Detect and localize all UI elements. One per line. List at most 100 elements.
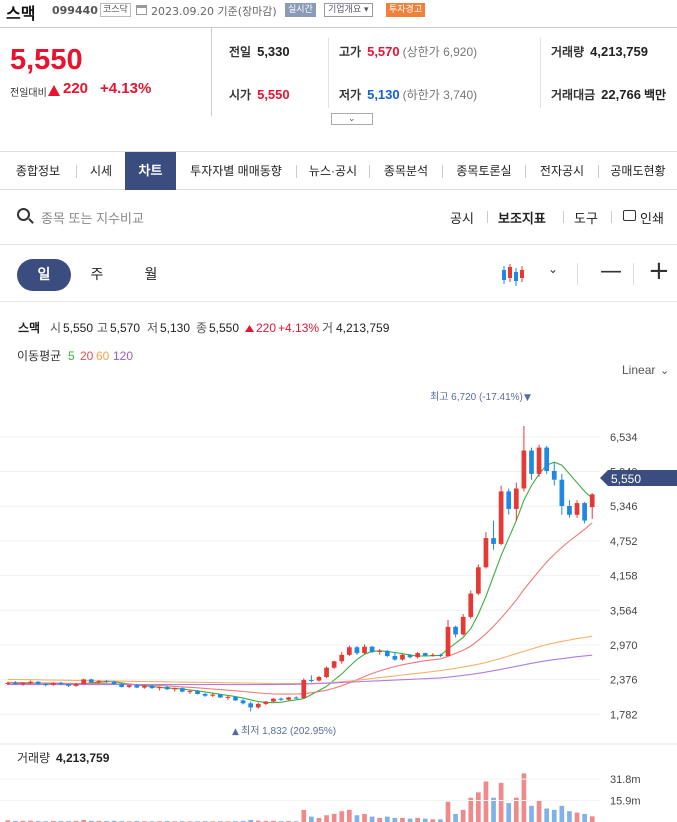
candle-body — [582, 503, 587, 521]
candle-body — [111, 681, 117, 685]
price-panel: 5,550 전일대비 220 +4.13% 전일 5,330 시가 5,550 고가… — [0, 27, 677, 125]
tools-button[interactable]: 도구 — [574, 211, 598, 226]
candle-body — [377, 650, 383, 652]
volume-bar — [331, 813, 337, 822]
tab-disclosure[interactable]: 전자공시 — [539, 164, 585, 178]
volume-bar — [521, 773, 527, 822]
v-value: 4,213,759 — [336, 321, 390, 335]
candle-body — [316, 677, 322, 681]
stock-header: 스맥 099440 코스닥 2023.09.20 기준(장마감) 실시간 기업개… — [0, 0, 677, 23]
amount-label: 거래대금 — [551, 88, 596, 102]
volume-bar — [574, 812, 580, 822]
zoom-in-icon[interactable]: + — [648, 256, 670, 286]
period-week[interactable]: 주 — [90, 267, 104, 283]
tab-divider — [369, 165, 370, 178]
low-cell: 저가 5,130 (하한가 3,740) — [339, 86, 477, 103]
low-label: 저가 — [339, 88, 362, 102]
divider — [487, 211, 488, 223]
divider — [633, 263, 634, 285]
volume-bar — [506, 803, 512, 822]
candle-body — [331, 661, 337, 668]
candle-body — [536, 447, 542, 474]
volume-bar — [582, 813, 587, 822]
candle-body — [589, 494, 595, 508]
zoom-out-icon[interactable]: — — [600, 259, 622, 284]
volume-bar — [5, 820, 11, 822]
candle-body — [5, 682, 11, 684]
volume-bar — [240, 820, 246, 822]
ma20-legend: 20 — [80, 349, 94, 363]
chevron-down-icon[interactable]: ⌄ — [660, 364, 669, 377]
current-price-box: 5,550 전일대비 220 +4.13% — [0, 28, 212, 116]
volume-bars — [5, 773, 595, 822]
tab-analysis[interactable]: 종목분석 — [383, 164, 429, 178]
divider — [328, 38, 329, 108]
candle-body — [415, 653, 420, 658]
candle-body — [255, 703, 261, 708]
candle-body — [271, 698, 276, 702]
tab-short-selling[interactable]: 공매도현황 — [610, 164, 666, 178]
search-icon — [17, 208, 30, 221]
y-tick-label: 4,752 — [610, 536, 638, 548]
market-badge: 코스닥 — [100, 3, 131, 17]
volume-axis: 31.8m 15.9m — [0, 774, 641, 808]
candle-body — [430, 654, 436, 656]
period-day[interactable]: 일 — [17, 259, 71, 291]
volume-bar — [354, 815, 360, 822]
period-month[interactable]: 월 — [144, 267, 158, 283]
price-change-pct: +4.13% — [100, 80, 152, 97]
chart-grid — [0, 436, 600, 715]
volume-bar — [248, 819, 254, 822]
search-icon-handle — [28, 218, 34, 224]
chart-stock-name: 스맥 — [18, 320, 40, 335]
candle-body — [468, 593, 474, 617]
compare-search-input[interactable]: 종목 또는 지수비교 — [41, 211, 144, 226]
ma20-line — [7, 522, 593, 695]
price-chart[interactable]: 스맥 시 5,550 고 5,570 저 5,130 종 5,550 220 +… — [0, 302, 677, 822]
candle-body — [438, 654, 443, 657]
candle-body — [210, 694, 216, 696]
candle-body — [50, 682, 56, 685]
candle-body — [248, 703, 254, 708]
candle-body — [384, 650, 390, 657]
calendar-icon — [136, 5, 147, 15]
period-row: 일 주 월 ⌄ — + — [0, 246, 677, 302]
tab-quotes[interactable]: 시세 — [89, 164, 113, 178]
candle-body — [164, 686, 170, 690]
candlestick-icon[interactable] — [500, 262, 528, 288]
indicator-button[interactable]: 보조지표 — [498, 211, 546, 226]
disclosure-button[interactable]: 공시 — [450, 211, 474, 226]
tab-investor-trend[interactable]: 투자자별 매매동향 — [190, 164, 282, 178]
volume-bar — [460, 809, 466, 822]
print-button[interactable]: 인쇄 — [640, 211, 664, 226]
volume-cell: 거래량 4,213,759 — [551, 43, 648, 60]
realtime-badge[interactable]: 실시간 — [285, 3, 316, 17]
scale-select[interactable]: Linear — [622, 363, 655, 377]
o-label: 시 — [50, 321, 61, 335]
volume-bar — [445, 801, 451, 822]
base-date: 2023.09.20 기준(장마감) — [151, 5, 277, 18]
candle-body — [263, 701, 269, 704]
expand-toggle[interactable]: ⌄ — [331, 113, 373, 125]
candle-body — [126, 685, 132, 687]
tab-discussion[interactable]: 종목토론실 — [456, 164, 512, 178]
candle-body — [88, 679, 94, 683]
candle-body — [521, 450, 527, 489]
volume-bar — [491, 797, 496, 822]
candle-body — [233, 696, 238, 701]
volume-bar — [400, 817, 405, 822]
candle-body — [13, 682, 18, 685]
candle-body — [324, 667, 329, 678]
l-label: 저 — [147, 321, 158, 335]
volume-bar — [271, 820, 276, 822]
divider — [540, 38, 541, 108]
tab-news[interactable]: 뉴스·공시 — [308, 164, 358, 178]
tab-chart[interactable]: 차트 — [125, 152, 176, 190]
ma120-legend: 120 — [113, 349, 133, 363]
candle-body — [369, 646, 375, 652]
chevron-down-icon[interactable]: ⌄ — [548, 262, 559, 276]
prev-close-cell: 전일 5,330 — [229, 43, 290, 60]
company-overview-dropdown[interactable]: 기업개요 ▾ — [324, 3, 373, 17]
tab-overview[interactable]: 종합정보 — [15, 164, 61, 178]
y-tick-label: 5,346 — [610, 501, 638, 513]
